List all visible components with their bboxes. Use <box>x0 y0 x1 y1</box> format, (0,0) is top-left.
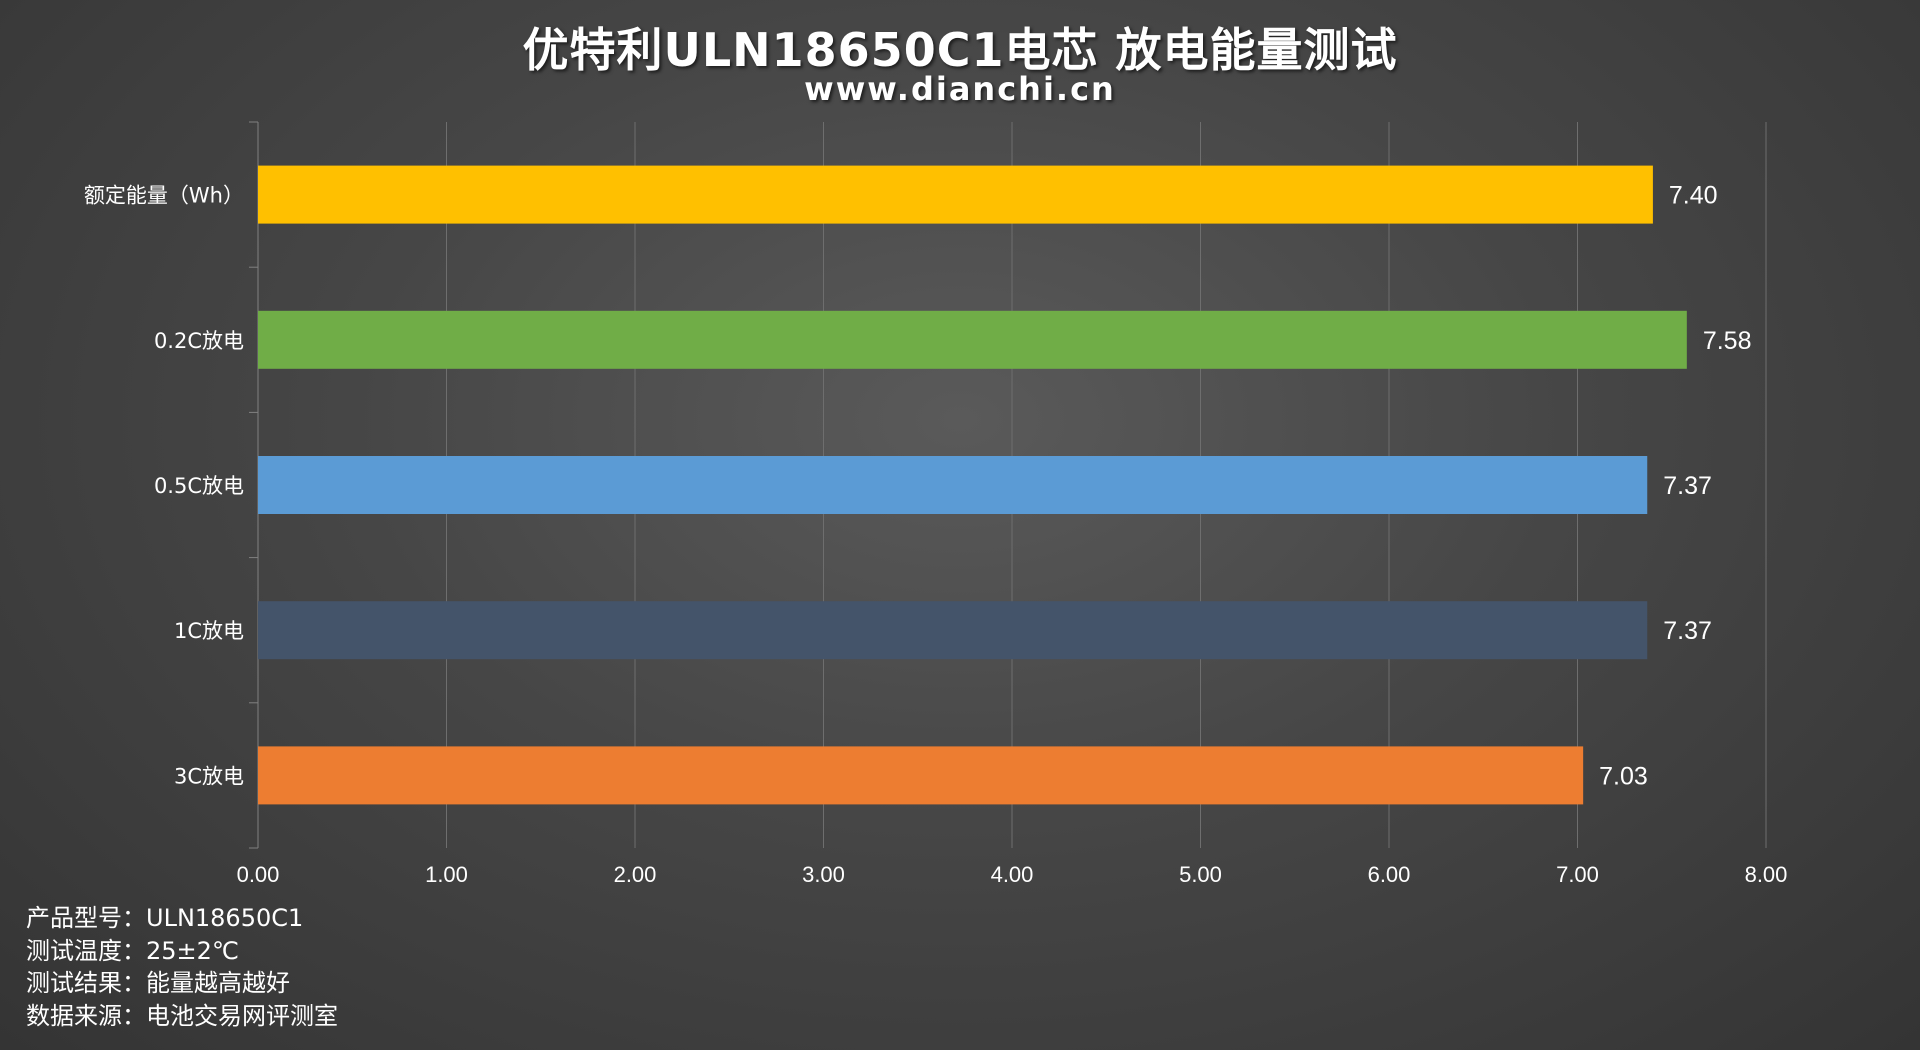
x-tick-label: 1.00 <box>425 862 468 887</box>
x-tick-label: 8.00 <box>1745 862 1788 887</box>
bar <box>258 601 1648 660</box>
x-tick-label: 3.00 <box>802 862 845 887</box>
bar-chart: 0.00 1.00 2.00 3.00 4.00 5.00 6.00 7.00 8.00 7.40… <box>84 121 1787 887</box>
bar <box>258 456 1648 514</box>
bar <box>258 165 1653 224</box>
note-model: 产品型号：ULN18650C1 <box>26 904 304 932</box>
bars <box>258 165 1687 805</box>
labels: 0.00 1.00 2.00 3.00 4.00 5.00 6.00 7.00 8.00 7.40… <box>84 182 1787 887</box>
category-label: 3C放电 <box>174 764 244 788</box>
y-axis <box>249 121 259 849</box>
note-result: 测试结果：能量越高越好 <box>26 969 290 997</box>
data-label: 7.37 <box>1663 617 1712 645</box>
bar <box>258 310 1687 369</box>
chart-subtitle: www.dianchi.cn <box>804 70 1116 108</box>
x-tick-label: 5.00 <box>1179 862 1222 887</box>
x-tick-label: 4.00 <box>991 862 1034 887</box>
x-tick-label: 7.00 <box>1556 862 1599 887</box>
data-label: 7.37 <box>1663 472 1712 500</box>
note-temperature: 测试温度：25±2℃ <box>26 936 239 965</box>
category-label: 0.5C放电 <box>154 474 244 498</box>
data-label: 7.03 <box>1599 762 1648 790</box>
notes-block: 产品型号：ULN18650C1 测试温度：25±2℃ 测试结果：能量越高越好 数… <box>26 902 338 1032</box>
note-source: 数据来源：电池交易网评测室 <box>26 1001 338 1030</box>
x-tick-label: 0.00 <box>237 862 280 887</box>
x-tick-label: 6.00 <box>1368 862 1411 887</box>
category-label: 额定能量（Wh） <box>84 184 244 208</box>
category-label: 0.2C放电 <box>154 329 244 353</box>
chart-title: 优特利ULN18650C1电芯 放电能量测试 <box>522 23 1398 77</box>
bar <box>258 746 1584 805</box>
category-label: 1C放电 <box>174 619 244 643</box>
data-label: 7.40 <box>1669 182 1718 210</box>
x-tick-label: 2.00 <box>614 862 657 887</box>
data-label: 7.58 <box>1703 327 1752 355</box>
